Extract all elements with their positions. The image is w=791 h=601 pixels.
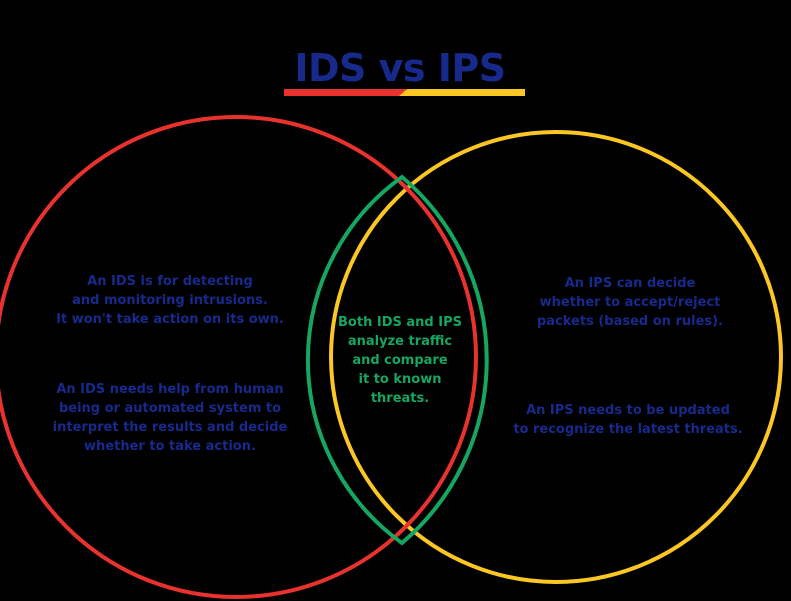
diagram-title: IDS vs IPS [294,46,506,90]
title-underline-ids [284,89,406,96]
ids-circle [0,115,478,599]
ids-point-1: An IDS is for detecting and monitoring i… [56,274,284,327]
overlap-lens [305,174,489,546]
ips-point-2: An IPS needs to be updated to recognize … [513,403,743,437]
title-underline-ips [399,89,525,96]
ips-circle [329,130,783,584]
shared-point: Both IDS and IPS analyze traffic and com… [338,315,462,406]
ids-point-2: An IDS needs help from human being or au… [52,382,288,454]
ips-point-1: An IPS can decide whether to accept/reje… [536,276,724,329]
